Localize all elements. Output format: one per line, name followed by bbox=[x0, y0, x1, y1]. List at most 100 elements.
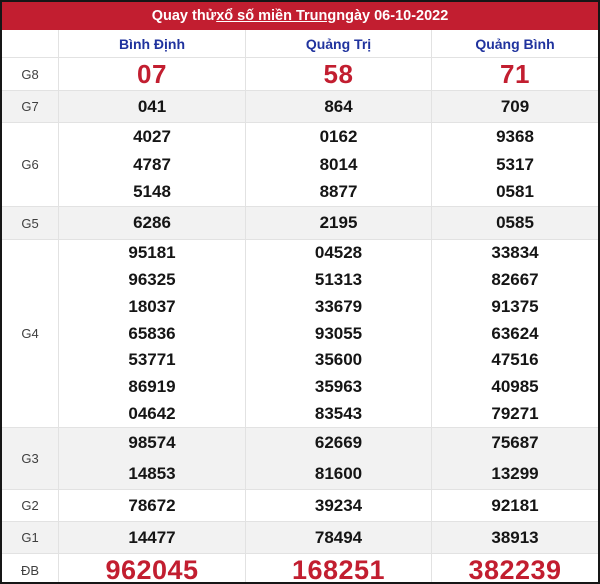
prize-cell: 07 bbox=[58, 58, 245, 90]
prize-label: G4 bbox=[21, 326, 39, 341]
prize-cell: 14477 bbox=[58, 522, 245, 553]
prize-label: G7 bbox=[21, 99, 39, 114]
prize-number: 18037 bbox=[128, 296, 176, 316]
prize-number: 86919 bbox=[128, 376, 176, 396]
prize-number: 96325 bbox=[128, 270, 176, 290]
prize-label: ĐB bbox=[20, 562, 40, 578]
prize-row-g7: G7 041 864 709 bbox=[2, 90, 598, 122]
prize-number: 8014 bbox=[319, 154, 358, 174]
prize-cell: 709 bbox=[431, 91, 598, 122]
prize-row-g3: G3 98574 14853 62669 81600 75687 13299 bbox=[2, 427, 598, 489]
prize-row-g2: G2 78672 39234 92181 bbox=[2, 489, 598, 521]
prize-number: 79271 bbox=[491, 403, 539, 423]
prize-number: 0585 bbox=[496, 213, 534, 232]
prize-number: 35963 bbox=[314, 376, 363, 396]
prize-cell: 2195 bbox=[245, 207, 431, 239]
prize-number: 5148 bbox=[133, 182, 171, 202]
prize-number: 14477 bbox=[128, 527, 176, 547]
prize-cell: 864 bbox=[245, 91, 431, 122]
prize-rows: G8 07 58 71 G7 041 864 709 G6 4027 4787 5148 0162 801… bbox=[2, 57, 598, 584]
prize-cell: 4027 4787 5148 bbox=[58, 123, 245, 206]
prize-number: 04642 bbox=[128, 403, 176, 423]
prize-number: 53771 bbox=[128, 350, 176, 370]
prize-number: 98574 bbox=[128, 433, 176, 453]
prize-cell: 041 bbox=[58, 91, 245, 122]
prize-cell: 95181 96325 18037 65836 53771 86919 04642 bbox=[58, 240, 245, 427]
prize-number: 864 bbox=[324, 96, 353, 116]
prize-label: G2 bbox=[21, 498, 39, 513]
prize-number: 33679 bbox=[314, 296, 363, 316]
prize-number: 82667 bbox=[491, 270, 539, 290]
prize-cell: 92181 bbox=[431, 490, 598, 521]
prize-number: 75687 bbox=[491, 433, 539, 453]
prize-number: 0581 bbox=[496, 182, 534, 202]
prize-number: 78672 bbox=[128, 495, 176, 515]
prize-number: 62669 bbox=[314, 433, 363, 453]
prize-number: 95181 bbox=[128, 243, 176, 263]
prize-number: 168251 bbox=[291, 554, 386, 584]
prize-row-db: ĐB 962045 168251 382239 bbox=[2, 553, 598, 584]
prize-number: 709 bbox=[500, 96, 530, 116]
column-header-binh-dinh[interactable]: Bình Định bbox=[58, 30, 245, 57]
prize-label: G1 bbox=[21, 530, 39, 545]
prize-number: 2195 bbox=[319, 213, 358, 232]
prize-number: 51313 bbox=[314, 270, 363, 290]
prize-number: 58 bbox=[323, 58, 354, 89]
prize-number: 33834 bbox=[491, 243, 539, 263]
prize-number: 40985 bbox=[491, 376, 539, 396]
prize-number: 92181 bbox=[491, 495, 539, 515]
prize-number: 041 bbox=[137, 96, 167, 116]
prize-cell: 33834 82667 91375 63624 47516 40985 79271 bbox=[431, 240, 598, 427]
prize-number: 93055 bbox=[314, 323, 363, 343]
prize-label: G5 bbox=[21, 215, 39, 231]
prize-cell: 6286 bbox=[58, 207, 245, 239]
prize-number: 382239 bbox=[468, 554, 562, 584]
prize-label: G6 bbox=[21, 157, 39, 172]
prize-row-g1: G1 14477 78494 38913 bbox=[2, 521, 598, 553]
column-header-quang-tri[interactable]: Quảng Trị bbox=[245, 30, 431, 57]
prize-cell: 98574 14853 bbox=[58, 428, 245, 489]
title-suffix: ngày 06-10-2022 bbox=[336, 8, 449, 24]
prize-cell: 0585 bbox=[431, 207, 598, 239]
prize-cell: 168251 bbox=[245, 554, 431, 584]
prize-number: 04528 bbox=[314, 243, 363, 263]
prize-number: 81600 bbox=[314, 463, 363, 483]
prize-cell: 9368 5317 0581 bbox=[431, 123, 598, 206]
prize-cell: 78672 bbox=[58, 490, 245, 521]
prize-cell: 39234 bbox=[245, 490, 431, 521]
prize-number: 63624 bbox=[491, 323, 539, 343]
prize-row-g8: G8 07 58 71 bbox=[2, 57, 598, 90]
prize-number: 71 bbox=[500, 58, 530, 89]
prize-number: 65836 bbox=[128, 323, 176, 343]
prize-number: 83543 bbox=[314, 403, 363, 423]
prize-number: 14853 bbox=[128, 463, 176, 483]
prize-number: 39234 bbox=[314, 495, 363, 515]
title-bar: Quay thử xổ số miền Trung ngày 06-10-202… bbox=[2, 2, 598, 30]
prize-number: 8877 bbox=[319, 182, 358, 202]
prize-number: 91375 bbox=[491, 296, 539, 316]
prize-cell: 58 bbox=[245, 58, 431, 90]
column-header-quang-binh[interactable]: Quảng Bình bbox=[431, 30, 598, 57]
prize-cell: 382239 bbox=[431, 554, 598, 584]
column-header-empty bbox=[2, 30, 58, 57]
prize-label: G8 bbox=[21, 66, 39, 82]
prize-number: 38913 bbox=[491, 527, 539, 547]
prize-number: 47516 bbox=[491, 350, 539, 370]
prize-label: G3 bbox=[21, 451, 39, 466]
prize-number: 78494 bbox=[314, 527, 363, 547]
column-header-row: Bình Định Quảng Trị Quảng Bình bbox=[2, 30, 598, 57]
title-link[interactable]: xổ số miền Trung bbox=[216, 8, 337, 24]
prize-cell: 04528 51313 33679 93055 35600 35963 83543 bbox=[245, 240, 431, 427]
prize-row-g4: G4 95181 96325 18037 65836 53771 86919 04642 045… bbox=[2, 239, 598, 427]
prize-row-g5: G5 6286 2195 0585 bbox=[2, 206, 598, 239]
prize-number: 5317 bbox=[496, 154, 534, 174]
prize-number: 13299 bbox=[491, 463, 539, 483]
prize-row-g6: G6 4027 4787 5148 0162 8014 8877 9368 5317 0581 bbox=[2, 122, 598, 206]
prize-cell: 62669 81600 bbox=[245, 428, 431, 489]
prize-cell: 75687 13299 bbox=[431, 428, 598, 489]
prize-cell: 78494 bbox=[245, 522, 431, 553]
prize-number: 9368 bbox=[496, 126, 534, 146]
prize-number: 4027 bbox=[133, 126, 171, 146]
prize-number: 4787 bbox=[133, 154, 171, 174]
